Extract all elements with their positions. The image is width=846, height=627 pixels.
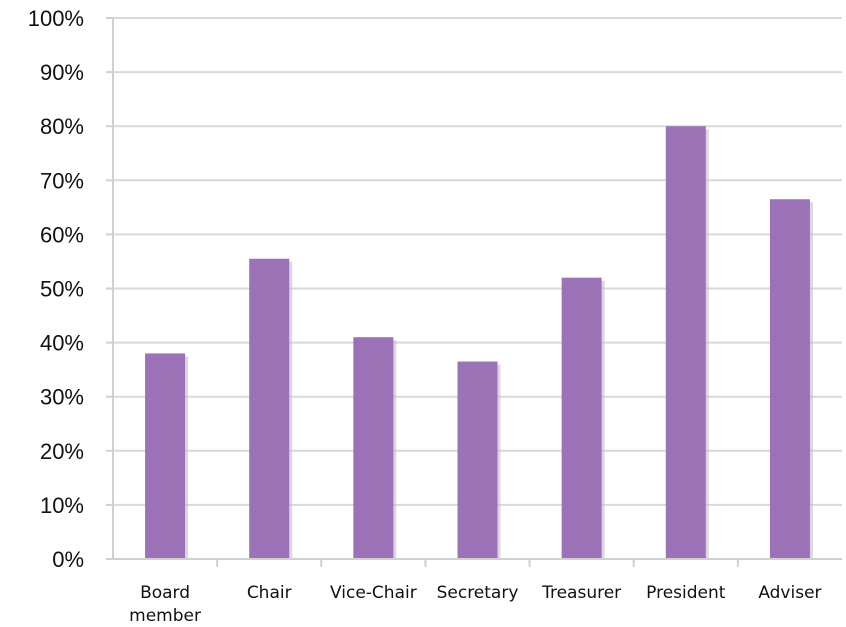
- y-tick-label: 100%: [28, 6, 84, 31]
- x-tick-label-line: Chair: [247, 583, 292, 603]
- bar: [249, 258, 290, 559]
- y-tick-label: 20%: [40, 439, 84, 464]
- bar: [457, 361, 498, 559]
- x-axis-labels: Board member Chair Vice-Chair Secretary Treas…: [129, 583, 821, 626]
- y-tick-label: 0%: [52, 547, 84, 572]
- bar: [145, 353, 186, 559]
- x-tick-label-line: member: [129, 606, 201, 626]
- gridlines: [113, 17, 842, 506]
- bars: [145, 126, 813, 560]
- x-tick-label-line: Vice-Chair: [330, 583, 417, 603]
- x-tick-label: Adviser: [758, 583, 821, 603]
- x-tick-label-line: President: [646, 583, 726, 603]
- bar: [353, 337, 394, 559]
- y-tick-label: 90%: [40, 60, 84, 85]
- bar: [665, 126, 706, 559]
- axes: [106, 17, 842, 567]
- x-tick-label-line: Secretary: [437, 583, 519, 603]
- x-tick-label-line: Treasurer: [541, 583, 621, 603]
- y-tick-label: 80%: [40, 114, 84, 139]
- y-tick-label: 30%: [40, 385, 84, 410]
- bar: [561, 277, 602, 559]
- y-axis-ticks: 0% 10% 20% 30% 40% 50% 60% 70% 80% 90% 100%: [28, 6, 84, 572]
- y-tick-label: 60%: [40, 222, 84, 247]
- x-tick-label: President: [646, 583, 726, 603]
- x-tick-label: Board member: [129, 583, 201, 626]
- y-tick-label: 50%: [40, 277, 84, 302]
- x-tick-label: Chair: [247, 583, 292, 603]
- x-tick-label: Treasurer: [541, 583, 621, 603]
- x-tick-label-line: Board: [140, 583, 190, 603]
- x-tick-label: Secretary: [437, 583, 519, 603]
- x-tick-label: Vice-Chair: [330, 583, 417, 603]
- y-tick-label: 40%: [40, 331, 84, 356]
- x-tick-label-line: Adviser: [758, 583, 821, 603]
- bar: [769, 199, 810, 560]
- y-tick-label: 10%: [40, 493, 84, 518]
- y-tick-label: 70%: [40, 168, 84, 193]
